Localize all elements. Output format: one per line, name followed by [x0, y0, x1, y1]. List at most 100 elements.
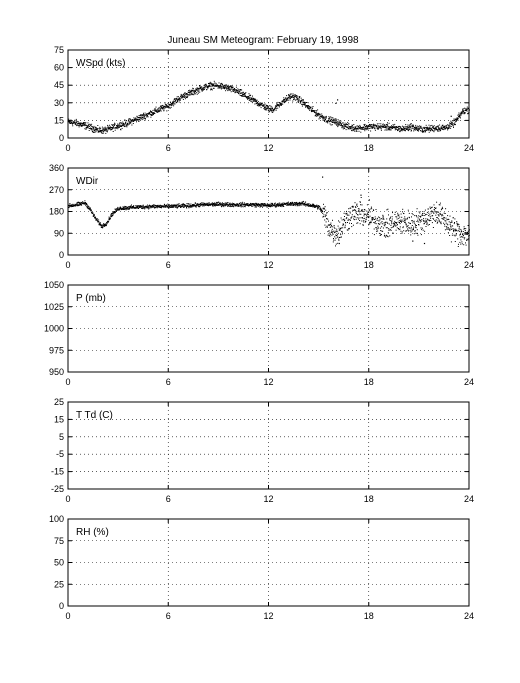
data-point — [233, 206, 235, 208]
data-point — [395, 229, 397, 231]
data-point — [91, 128, 93, 129]
data-point — [382, 125, 384, 127]
data-point — [288, 94, 290, 96]
data-point — [93, 215, 95, 217]
data-point — [398, 126, 399, 128]
data-point — [240, 202, 242, 204]
data-point — [422, 215, 424, 216]
data-point — [199, 85, 200, 86]
data-point — [366, 215, 368, 217]
data-point — [344, 125, 345, 127]
data-point — [170, 104, 172, 106]
data-point — [444, 213, 446, 214]
data-point — [213, 202, 215, 204]
data-point — [157, 108, 159, 110]
data-point — [90, 125, 92, 127]
data-point — [463, 110, 464, 112]
data-point — [163, 206, 165, 208]
data-point — [449, 229, 451, 231]
data-point — [171, 204, 173, 206]
data-point — [323, 115, 325, 117]
data-point — [468, 235, 470, 236]
data-point — [289, 96, 291, 97]
data-point — [352, 129, 354, 131]
data-point — [355, 211, 357, 213]
x-tick-label: 12 — [263, 377, 273, 387]
data-point — [172, 101, 174, 103]
data-point — [208, 204, 210, 206]
data-point — [213, 203, 214, 205]
data-point — [291, 203, 293, 205]
data-point — [465, 232, 467, 234]
data-point — [431, 127, 433, 129]
data-point — [381, 223, 383, 225]
data-point — [343, 223, 344, 225]
data-point — [247, 96, 249, 98]
data-point — [427, 208, 429, 210]
data-point — [257, 101, 259, 103]
data-point — [80, 204, 81, 205]
data-point — [418, 218, 420, 220]
data-point — [118, 123, 120, 125]
data-point — [278, 104, 280, 106]
data-point — [351, 129, 352, 131]
data-point — [290, 204, 292, 206]
x-tick-label: 6 — [166, 143, 171, 153]
data-point — [242, 91, 244, 93]
data-point — [222, 87, 224, 89]
data-point — [336, 123, 337, 125]
data-point — [380, 123, 382, 125]
data-point — [399, 226, 401, 228]
data-point — [373, 218, 375, 220]
data-point — [317, 115, 319, 117]
data-point — [80, 203, 82, 205]
data-point — [232, 205, 234, 207]
data-point — [257, 204, 259, 206]
data-point — [158, 205, 160, 207]
data-point — [228, 204, 230, 206]
data-point — [103, 127, 105, 129]
data-point — [322, 212, 324, 214]
data-point — [229, 205, 231, 207]
data-point — [241, 95, 243, 97]
data-point — [265, 109, 267, 111]
data-point — [281, 202, 283, 204]
data-point — [125, 125, 127, 127]
data-point — [237, 88, 239, 90]
data-point — [443, 222, 445, 224]
data-point — [382, 124, 384, 126]
data-point — [175, 97, 177, 99]
data-point — [447, 224, 449, 226]
data-point — [209, 84, 210, 86]
data-point — [412, 222, 414, 224]
data-point — [230, 91, 232, 93]
data-point — [355, 127, 357, 129]
data-point — [412, 220, 413, 222]
data-point — [416, 126, 418, 128]
data-point — [401, 231, 403, 233]
data-point — [340, 122, 341, 124]
y-tick-label: 75 — [54, 45, 64, 55]
data-point — [467, 239, 469, 241]
data-point — [296, 202, 298, 204]
data-point — [363, 221, 365, 223]
data-point — [410, 223, 411, 224]
data-point — [115, 210, 117, 212]
data-point — [398, 129, 400, 131]
data-point — [377, 223, 379, 224]
data-point — [120, 206, 122, 208]
data-point — [347, 121, 349, 123]
data-point — [299, 96, 301, 98]
data-point — [125, 123, 127, 125]
data-point — [378, 127, 380, 129]
data-point — [427, 129, 429, 131]
data-point — [162, 108, 164, 110]
data-point — [193, 94, 195, 96]
data-point — [355, 128, 357, 130]
data-point — [383, 224, 385, 226]
data-point — [212, 203, 214, 205]
data-point — [206, 202, 208, 204]
data-point — [75, 124, 77, 126]
data-point — [308, 203, 310, 205]
data-point — [121, 127, 123, 129]
